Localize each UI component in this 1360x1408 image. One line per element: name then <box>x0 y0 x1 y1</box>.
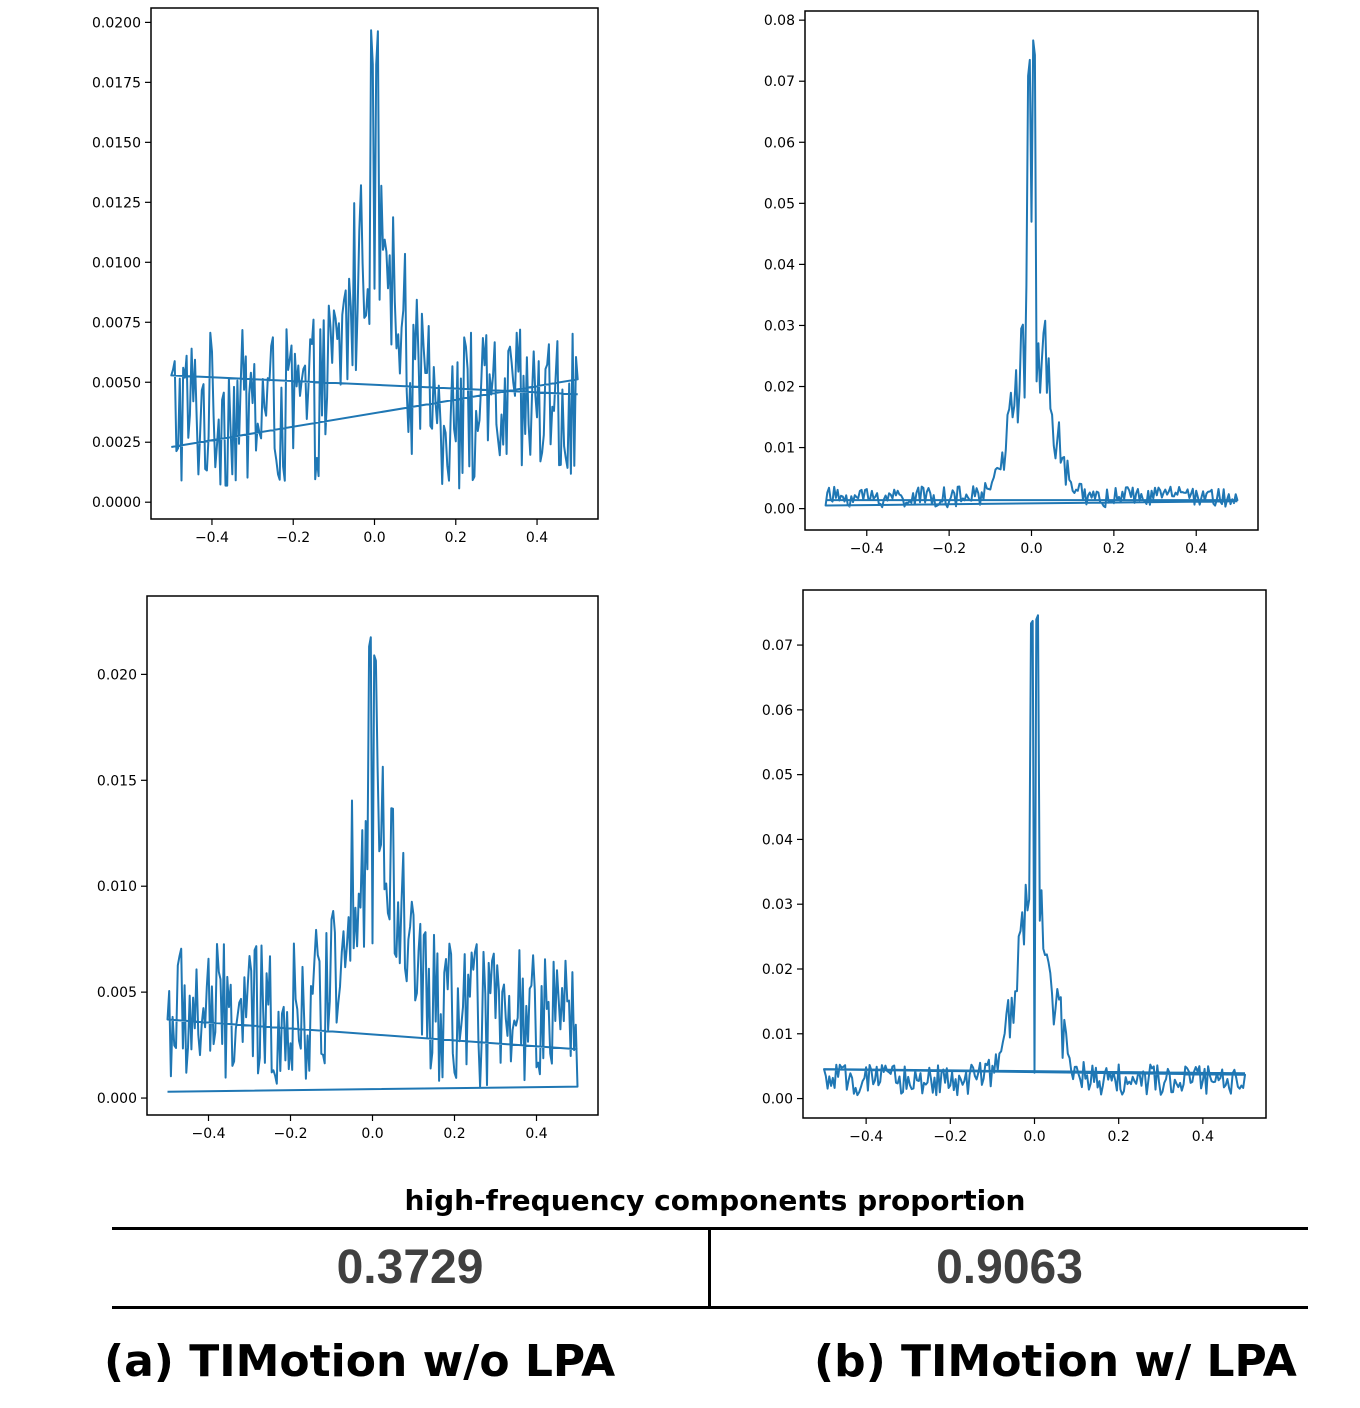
x-tick-label: 0.2 <box>445 530 467 546</box>
y-tick-label: 0.05 <box>762 768 793 784</box>
y-tick-label: 0.0025 <box>92 435 141 451</box>
x-tick-label: 0.0 <box>363 530 385 546</box>
spectrum-series-line <box>824 39 1239 509</box>
plot-top-right: −0.4 −0.2 0.0 0.2 0.4 0.00 0.01 0.02 0.03 0.04 0.0… <box>764 10 1259 557</box>
y-tick-label: 0.03 <box>764 318 795 334</box>
y-tick-label: 0.00 <box>764 502 795 518</box>
y-tick-label: 0.04 <box>762 832 793 848</box>
y-tick-label: 0.08 <box>764 13 795 29</box>
y-tick-label: 0.02 <box>762 962 793 978</box>
x-tick-label: −0.2 <box>274 1126 308 1142</box>
y-tick-label: 0.04 <box>764 257 795 273</box>
plot-bottom-left: −0.4 −0.2 0.0 0.2 0.4 0.000 0.005 0.010 0.015 0.0… <box>97 595 599 1142</box>
y-tick-label: 0.0100 <box>92 255 141 271</box>
y-tick-label: 0.05 <box>764 196 795 212</box>
x-tick-label: 0.4 <box>1192 1129 1214 1145</box>
y-tick-label: 0.010 <box>97 879 137 895</box>
x-tick-label: −0.2 <box>932 541 966 557</box>
x-tick-label: −0.4 <box>849 1129 883 1145</box>
table-title: high-frequency components proportion <box>404 1184 1026 1217</box>
x-tick-label: 0.4 <box>525 1126 547 1142</box>
y-tick-label: 0.0075 <box>92 315 141 331</box>
y-tick-label: 0.0200 <box>92 15 141 31</box>
value-cell-a: 0.3729 <box>336 1241 484 1294</box>
y-tick-label: 0.005 <box>97 985 137 1001</box>
plot-top-left: −0.4 −0.2 0.0 0.2 0.4 0.0000 0.0025 0.0050 0.007… <box>92 7 599 546</box>
plot-bottom-right: −0.4 −0.2 0.0 0.2 0.4 0.00 0.01 0.02 0.03 0.04 0.0… <box>762 589 1267 1145</box>
y-tick-label: 0.07 <box>764 74 795 90</box>
x-tick-label: 0.4 <box>1185 541 1207 557</box>
y-tick-label: 0.02 <box>764 380 795 396</box>
caption-a: (a) TIMotion w/o LPA <box>104 1336 616 1387</box>
y-tick-label: 0.00 <box>762 1092 793 1108</box>
x-tick-label: −0.4 <box>195 530 229 546</box>
spectrum-series-line <box>823 614 1246 1097</box>
value-cell-b: 0.9063 <box>936 1241 1083 1294</box>
y-tick-label: 0.0175 <box>92 75 141 91</box>
y-tick-label: 0.07 <box>762 638 793 654</box>
caption-b: (b) TIMotion w/ LPA <box>814 1336 1297 1387</box>
x-tick-label: 0.0 <box>361 1126 383 1142</box>
x-tick-label: 0.2 <box>443 1126 465 1142</box>
x-tick-label: −0.2 <box>276 530 310 546</box>
spectrum-series-line <box>166 636 579 1093</box>
x-tick-label: −0.4 <box>192 1126 226 1142</box>
y-tick-label: 0.06 <box>764 135 795 151</box>
y-tick-label: 0.03 <box>762 897 793 913</box>
table-bottom-rule <box>112 1306 1308 1309</box>
x-tick-label: 0.0 <box>1023 1129 1045 1145</box>
spectrum-series-line <box>170 29 579 490</box>
x-tick-label: −0.4 <box>850 541 884 557</box>
y-tick-label: 0.0050 <box>92 375 141 391</box>
y-tick-label: 0.01 <box>764 441 795 457</box>
y-tick-label: 0.0150 <box>92 135 141 151</box>
y-tick-label: 0.020 <box>97 667 137 683</box>
y-tick-label: 0.015 <box>97 773 137 789</box>
y-tick-label: 0.0125 <box>92 195 141 211</box>
axes-frame <box>804 10 1259 531</box>
x-tick-label: 0.0 <box>1020 541 1042 557</box>
y-tick-label: 0.01 <box>762 1027 793 1043</box>
x-tick-label: −0.2 <box>933 1129 967 1145</box>
table-column-divider <box>708 1227 711 1309</box>
y-tick-label: 0.0000 <box>92 495 141 511</box>
x-tick-label: 0.4 <box>526 530 548 546</box>
figure-canvas: −0.4 −0.2 0.0 0.2 0.4 0.0000 0.0025 0.0050 0.007… <box>92 7 1267 1145</box>
y-tick-label: 0.000 <box>97 1091 137 1107</box>
x-tick-label: 0.2 <box>1108 1129 1130 1145</box>
x-tick-label: 0.2 <box>1103 541 1125 557</box>
y-tick-label: 0.06 <box>762 703 793 719</box>
